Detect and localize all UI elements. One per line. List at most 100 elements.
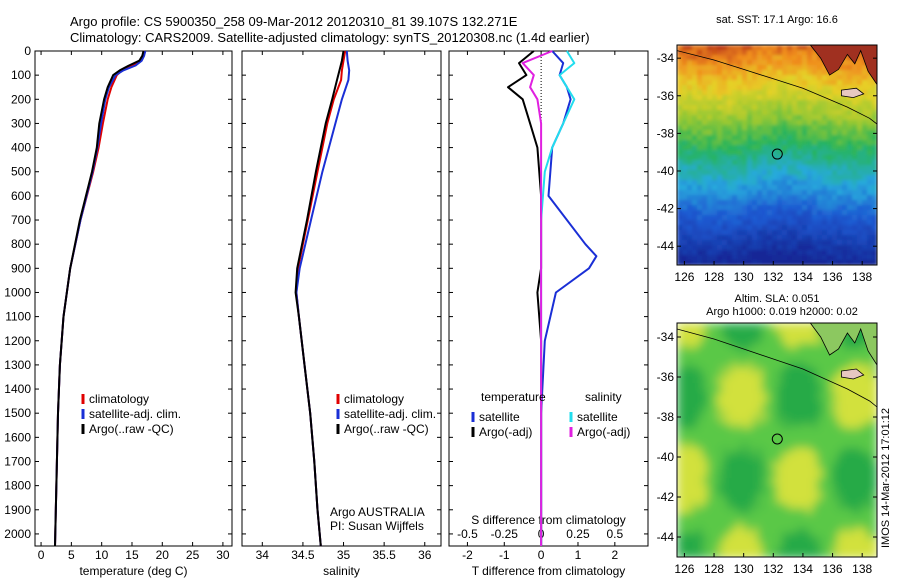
legend-header-temperature: temperature [481, 390, 546, 404]
temperature-xtick-label: 20 [156, 548, 170, 562]
depth-tick-label: 100 [11, 68, 31, 82]
sst-map-lon-label: 138 [852, 270, 872, 284]
salinity-xtick-label: 35.5 [372, 548, 396, 562]
sst-map-lat-label: -34 [657, 51, 675, 65]
sla-map-lon-label: 138 [852, 562, 872, 576]
temperature-xtick-label: 0 [38, 548, 45, 562]
s-diff-tick-label: 0.25 [566, 527, 590, 541]
salinity-xtick-label: 34.5 [291, 548, 315, 562]
difference-xtick-label: -2 [462, 548, 473, 562]
sst-map-lon-label: 130 [734, 270, 754, 284]
depth-tick-label: 1000 [4, 285, 31, 299]
sla-map-lat-label: -34 [657, 330, 675, 344]
sst-map-lat-label: -44 [657, 239, 675, 253]
difference-legend-label: satellite [577, 410, 618, 424]
sst-map-lat-label: -36 [657, 89, 675, 103]
temperature-xtick-label: 5 [68, 548, 75, 562]
sst-map-lat-label: -40 [657, 164, 675, 178]
sst-map: 126 128 130 132 134 136 138 -34 -36 -38 -40 -42 -44 [657, 44, 878, 284]
depth-tick-label: 1800 [4, 479, 31, 493]
argo-annotation: Argo AUSTRALIA [330, 505, 425, 519]
salinity-xtick-label: 35 [337, 548, 351, 562]
s-diff-tick-label: -0.25 [491, 527, 519, 541]
difference-xtick-label: 0 [538, 548, 545, 562]
temperature-xtick-label: 10 [95, 548, 109, 562]
sst-map-lon-label: 136 [823, 270, 843, 284]
sla-map: 126 128 130 132 134 136 138 -34 -36 -38 -40 -42 -44 [657, 322, 878, 576]
difference-legend-label: satellite [479, 410, 520, 424]
temperature-legend-label: Argo(..raw -QC) [89, 422, 174, 436]
sla-map-lon-label: 128 [704, 562, 724, 576]
depth-tick-label: 1400 [4, 382, 31, 396]
sla-map-lon-label: 132 [763, 562, 783, 576]
sla-map-subtitle: Argo h1000: 0.019 h2000: 0.02 [706, 306, 858, 318]
difference-xtick-label: 2 [611, 548, 618, 562]
depth-tick-label: 1500 [4, 406, 31, 420]
sla-map-title: Altim. SLA: 0.051 [734, 293, 820, 305]
salinity-xtick-label: 34 [256, 548, 270, 562]
depth-tick-label: 600 [11, 189, 31, 203]
sla-map-lat-label: -38 [657, 410, 675, 424]
sst-map-lat-label: -42 [657, 202, 675, 216]
argo-annotation: PI: Susan Wijffels [330, 519, 424, 533]
depth-tick-label: 1100 [5, 310, 31, 324]
difference-xtick-label: -1 [499, 548, 510, 562]
sla-map-lat-label: -40 [657, 450, 675, 464]
temperature-series-2 [54, 50, 145, 547]
depth-tick-label: 1300 [4, 358, 31, 372]
depth-tick-label: 1200 [4, 334, 31, 348]
temperature-xtick-label: 15 [125, 548, 139, 562]
figure-title-line2: Climatology: CARS2009. Satellite-adjuste… [70, 30, 590, 45]
salinity-panel: 34 34.5 35 35.5 36 salinity climatologysatelli… [241, 50, 442, 578]
sla-map-lat-label: -42 [657, 490, 675, 504]
salinity-frame [241, 50, 442, 547]
legend-header-salinity: salinity [585, 390, 622, 404]
difference-legend-label: Argo(-adj) [479, 425, 532, 439]
difference-xtick-label: 1 [575, 548, 582, 562]
depth-tick-label: 700 [11, 213, 31, 227]
s-diff-tick-label: -0.5 [457, 527, 478, 541]
temperature-xlabel: temperature (deg C) [79, 564, 187, 578]
temperature-panel: 0100200300400500600700800900100011001200… [4, 44, 233, 578]
depth-tick-label: 400 [11, 141, 31, 155]
sla-map-island [841, 368, 865, 380]
difference-legend-label: Argo(-adj) [577, 425, 630, 439]
depth-tick-label: 2000 [4, 527, 31, 541]
sla-map-argo-marker [771, 433, 783, 445]
salinity-legend-label: Argo(..raw -QC) [344, 422, 429, 436]
temperature-frame [34, 50, 233, 547]
sla-map-lon-label: 136 [823, 562, 843, 576]
figure-title-line1: Argo profile: CS 5900350_258 09-Mar-2012… [70, 14, 518, 29]
depth-tick-label: 1700 [4, 454, 31, 468]
s-diff-axis-label: S difference from climatology [471, 513, 626, 527]
sla-map-shelf-contour [677, 328, 877, 408]
depth-tick-label: 1600 [4, 430, 31, 444]
sst-map-shelf-contour [677, 50, 877, 125]
temperature-legend-label: satellite-adj. clim. [89, 407, 181, 421]
temperature-xtick-label: 25 [186, 548, 200, 562]
depth-tick-label: 900 [11, 261, 31, 275]
difference-panel: -2 -1 0 1 2 T difference from climatology -0.5… [448, 50, 649, 578]
sla-map-land [809, 323, 877, 366]
sst-map-field [677, 45, 877, 265]
sst-map-island [841, 87, 865, 99]
depth-tick-label: 200 [11, 92, 31, 106]
sst-map-title: sat. SST: 17.1 Argo: 16.6 [716, 14, 838, 26]
sla-map-lon-label: 134 [793, 562, 813, 576]
depth-tick-label: 500 [11, 165, 31, 179]
sla-map-lon-label: 130 [734, 562, 754, 576]
salinity-xtick-label: 36 [418, 548, 432, 562]
salinity-legend-label: climatology [344, 392, 404, 406]
sst-map-lon-label: 128 [704, 270, 724, 284]
s-diff-tick-label: 0.5 [606, 527, 623, 541]
sst-map-lon-label: 134 [793, 270, 813, 284]
difference-frame [448, 50, 649, 547]
sla-map-lat-label: -44 [657, 530, 675, 544]
sst-map-lon-label: 126 [674, 270, 694, 284]
temperature-xtick-label: 30 [216, 548, 230, 562]
sst-map-land [809, 45, 877, 86]
sla-map-frame [676, 322, 878, 558]
sst-map-lat-label: -38 [657, 126, 675, 140]
depth-tick-label: 800 [11, 237, 31, 251]
